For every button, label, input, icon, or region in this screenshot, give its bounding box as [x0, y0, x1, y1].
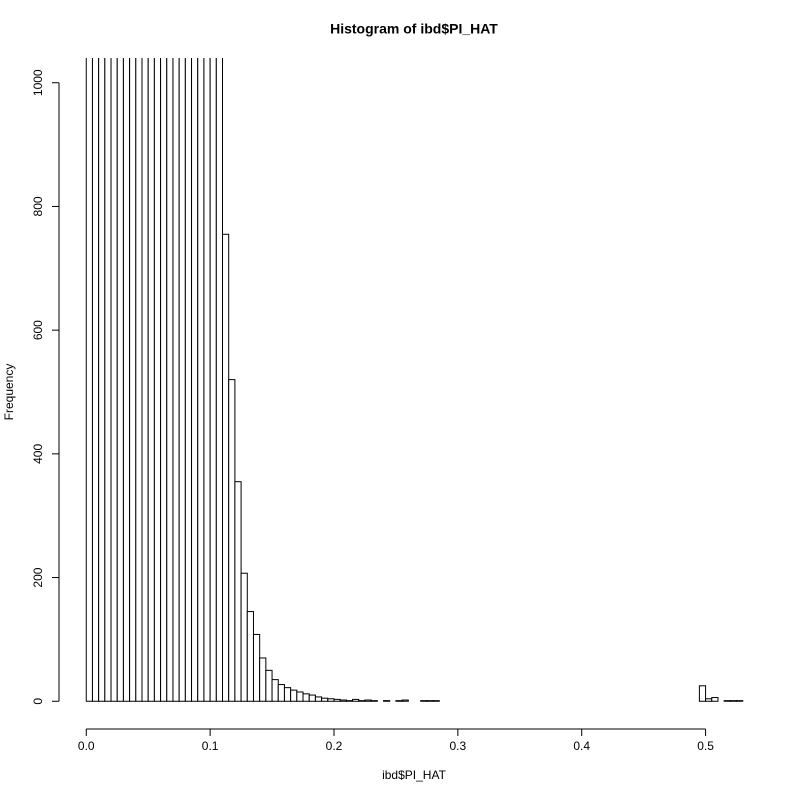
bar [191, 58, 199, 702]
bar [723, 700, 731, 702]
bar [215, 58, 224, 702]
bar [420, 700, 428, 702]
bar [203, 58, 211, 702]
x-tick-label: 0.1 [202, 739, 219, 753]
bar [698, 685, 707, 702]
bar [240, 572, 248, 702]
y-tick-label: 600 [31, 320, 45, 340]
bar [160, 58, 168, 702]
bar [252, 633, 261, 702]
bar [395, 700, 403, 702]
bar [729, 700, 738, 702]
bar [736, 700, 744, 702]
bar [705, 698, 713, 702]
y-tick-label: 0 [31, 698, 45, 705]
bar [166, 58, 174, 702]
bar [290, 689, 298, 702]
x-tick-label: 0.2 [326, 739, 343, 753]
bar [283, 687, 292, 702]
bar [401, 699, 409, 702]
bar [153, 58, 162, 702]
bar [228, 379, 236, 702]
bar [85, 58, 93, 702]
bar [110, 58, 118, 702]
bar [265, 669, 273, 702]
bar [122, 58, 131, 702]
y-tick-label: 400 [31, 444, 45, 464]
bar [426, 700, 434, 702]
bar [352, 698, 360, 702]
bar [358, 700, 366, 702]
y-tick-label: 800 [31, 196, 45, 216]
bar [271, 679, 279, 702]
bar [184, 58, 193, 702]
bar [197, 58, 205, 702]
bar [259, 657, 267, 702]
x-tick-label: 0.3 [450, 739, 467, 753]
bar [302, 693, 310, 702]
bar [222, 233, 230, 702]
bar [432, 700, 440, 702]
y-tick-label: 1000 [31, 69, 45, 96]
bar [383, 700, 391, 702]
y-tick-label: 200 [31, 567, 45, 587]
bar [711, 697, 719, 702]
bar [135, 58, 143, 702]
bar [321, 697, 329, 702]
bar [104, 58, 112, 702]
bar [141, 58, 149, 702]
bar [333, 698, 341, 702]
bar [327, 698, 335, 702]
chart-title: Histogram of ibd$PI_HAT [330, 21, 498, 37]
bar [129, 58, 137, 702]
x-axis-label: ibd$PI_HAT [382, 768, 446, 782]
x-tick-label: 0.5 [697, 739, 714, 753]
bar [370, 700, 378, 702]
bar [172, 58, 180, 702]
bar [296, 691, 304, 702]
x-tick-label: 0.4 [573, 739, 590, 753]
bar [91, 58, 100, 702]
bar [147, 58, 155, 702]
bars [85, 58, 744, 702]
bar [345, 700, 354, 702]
bar [364, 699, 372, 702]
bar [246, 611, 254, 702]
bar [339, 699, 347, 702]
bar [178, 58, 186, 702]
bar [308, 694, 316, 702]
bar [234, 481, 242, 702]
bar [116, 58, 124, 702]
bar [277, 684, 285, 702]
bar [209, 58, 217, 702]
bar [314, 696, 323, 702]
y-axis-label: Frequency [2, 364, 16, 421]
bar [98, 58, 106, 702]
x-tick-label: 0.0 [78, 739, 95, 753]
